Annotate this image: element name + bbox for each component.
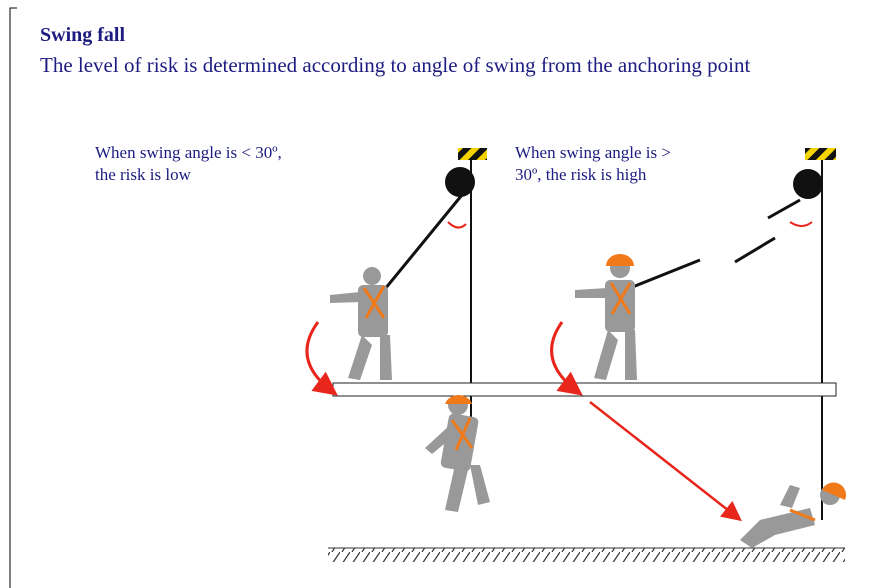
angle: [790, 222, 812, 226]
label: When swing angle is < 30º, the risk is l…: [95, 142, 282, 186]
worker: [330, 258, 840, 548]
diagram: [0, 0, 887, 588]
ground: [328, 548, 845, 562]
helmet: [445, 254, 846, 500]
label: When swing angle is > 30º, the risk is h…: [515, 142, 671, 186]
harness: [364, 283, 815, 520]
fall-arrow: [590, 402, 738, 518]
rope: [625, 200, 800, 290]
label-line: 30º, the risk is high: [515, 164, 671, 186]
anchor: [805, 148, 836, 160]
rope: [376, 190, 466, 300]
title: Swing fall: [40, 24, 125, 47]
angle: [448, 222, 466, 228]
description: The level of risk is determined accordin…: [40, 52, 780, 79]
anchor: [458, 148, 487, 160]
pulley: [793, 169, 823, 199]
label-line: When swing angle is >: [515, 142, 671, 164]
page: Swing fall The level of risk is determin…: [0, 0, 887, 588]
platform: [333, 383, 836, 396]
swing-arrow: [552, 322, 578, 392]
pulley: [445, 167, 475, 197]
swing-arrow: [307, 322, 333, 392]
label-line: When swing angle is < 30º,: [95, 142, 282, 164]
label-line: the risk is low: [95, 164, 282, 186]
bracket: [10, 8, 17, 588]
